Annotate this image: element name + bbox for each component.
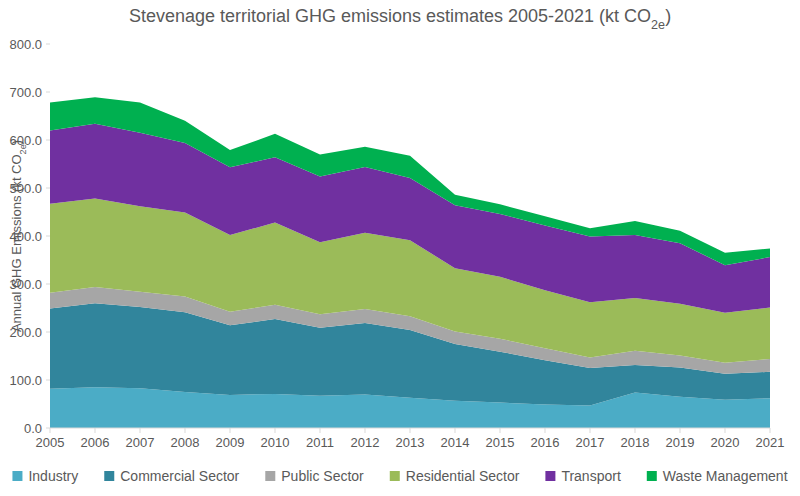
x-tick [95, 428, 96, 433]
x-tick [185, 428, 186, 433]
x-tick-label: 2011 [306, 435, 334, 450]
area-series [50, 124, 770, 313]
legend: Industry Commercial Sector Public Sector Re… [12, 468, 787, 484]
y-tick [46, 140, 50, 141]
x-tick-label: 2006 [81, 435, 110, 450]
legend-label: Industry [28, 468, 78, 484]
y-tick-label: 600.0 [9, 133, 42, 148]
y-tick [46, 188, 50, 189]
x-tick [275, 428, 276, 433]
y-tick [46, 284, 50, 285]
legend-label: Transport [561, 468, 621, 484]
y-tick-label: 100.0 [9, 373, 42, 388]
legend-swatch [390, 471, 400, 481]
x-tick [770, 428, 771, 433]
legend-swatch [647, 471, 657, 481]
y-tick-label: 800.0 [9, 37, 42, 52]
x-tick-label: 2018 [621, 435, 650, 450]
legend-swatch [12, 471, 22, 481]
legend-label: Residential Sector [406, 468, 520, 484]
legend-label: Waste Management [663, 468, 788, 484]
x-tick-label: 2016 [531, 435, 560, 450]
x-tick-label: 2010 [261, 435, 290, 450]
chart: Stevenage territorial GHG emissions esti… [0, 0, 800, 496]
y-tick-label: 500.0 [9, 181, 42, 196]
y-tick [46, 332, 50, 333]
y-tick [46, 92, 50, 93]
x-tick [230, 428, 231, 433]
x-tick-label: 2008 [171, 435, 200, 450]
x-tick-label: 2005 [36, 435, 65, 450]
x-tick-label: 2020 [711, 435, 740, 450]
x-tick-label: 2019 [666, 435, 695, 450]
x-tick-label: 2015 [486, 435, 515, 450]
legend-swatch [104, 471, 114, 481]
x-tick [545, 428, 546, 433]
x-tick-label: 2007 [126, 435, 155, 450]
x-tick [590, 428, 591, 433]
x-tick [725, 428, 726, 433]
y-tick-label: 300.0 [9, 277, 42, 292]
chart-title: Stevenage territorial GHG emissions esti… [129, 6, 671, 32]
x-tick [410, 428, 411, 433]
x-tick [455, 428, 456, 433]
y-tick [46, 428, 50, 429]
x-tick [680, 428, 681, 433]
x-tick-label: 2021 [756, 435, 785, 450]
x-tick-label: 2012 [351, 435, 380, 450]
area-series [50, 97, 770, 265]
y-tick [46, 44, 50, 45]
legend-swatch [545, 471, 555, 481]
x-tick-label: 2017 [576, 435, 605, 450]
y-tick-label: 200.0 [9, 325, 42, 340]
x-tick-label: 2013 [396, 435, 425, 450]
x-tick [500, 428, 501, 433]
x-tick [50, 428, 51, 433]
y-tick [46, 380, 50, 381]
legend-swatch [265, 471, 275, 481]
x-tick-label: 2009 [216, 435, 245, 450]
x-tick [140, 428, 141, 433]
x-tick [635, 428, 636, 433]
y-tick-label: 0.0 [24, 421, 42, 436]
y-tick [46, 236, 50, 237]
y-tick-label: 400.0 [9, 229, 42, 244]
x-tick-label: 2014 [441, 435, 470, 450]
x-tick [365, 428, 366, 433]
legend-label: Public Sector [281, 468, 364, 484]
x-tick [320, 428, 321, 433]
y-tick-label: 700.0 [9, 85, 42, 100]
legend-label: Commercial Sector [120, 468, 239, 484]
plot-area [50, 97, 770, 428]
